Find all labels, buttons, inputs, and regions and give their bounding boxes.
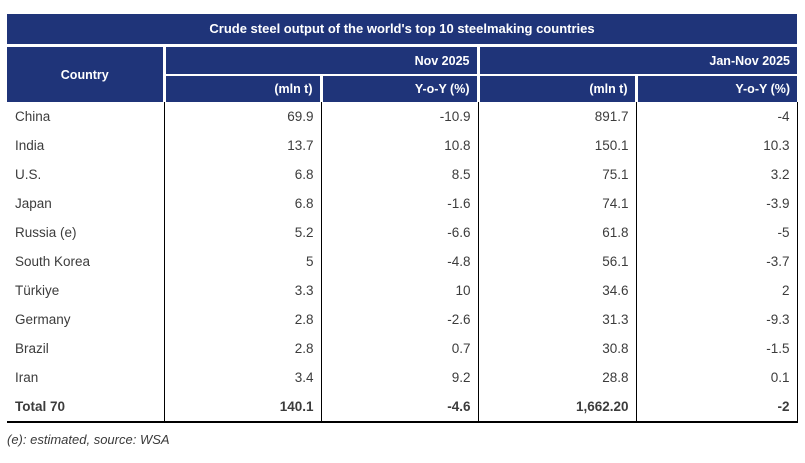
jannov-yoy-cell: -3.7 (636, 247, 798, 276)
table-row: Germany 2.8 -2.6 31.3 -9.3 (7, 305, 798, 334)
jannov-yoy-cell: -5 (636, 218, 798, 247)
table-row: China 69.9 -10.9 891.7 -4 (7, 102, 798, 131)
nov-yoy-cell: 10 (321, 276, 479, 305)
jannov-yoy-cell: -3.9 (636, 189, 798, 218)
jannov-mlnt-cell: 891.7 (478, 102, 637, 131)
country-cell: China (7, 102, 165, 131)
country-cell: Total 70 (7, 392, 165, 423)
jannov-mlnt-cell: 31.3 (478, 305, 637, 334)
footnote: (e): estimated, source: WSA (7, 432, 170, 447)
nov-yoy-cell: -1.6 (321, 189, 479, 218)
country-cell: Germany (7, 305, 165, 334)
nov-mlnt-cell: 3.3 (164, 276, 322, 305)
table-row: Brazil 2.8 0.7 30.8 -1.5 (7, 334, 798, 363)
jannov-yoy-cell: -4 (636, 102, 798, 131)
table-row: Iran 3.4 9.2 28.8 0.1 (7, 363, 798, 392)
nov-yoy-cell: -4.8 (321, 247, 479, 276)
col-header-jan-nov-2025: Jan-Nov 2025 (476, 47, 798, 76)
nov-mlnt-cell: 13.7 (164, 131, 322, 160)
table-row: Total 70 140.1 -4.6 1,662.20 -2 (7, 392, 798, 423)
table-row: U.S. 6.8 8.5 75.1 3.2 (7, 160, 798, 189)
nov-mlnt-cell: 2.8 (164, 305, 322, 334)
table-row: South Korea 5 -4.8 56.1 -3.7 (7, 247, 798, 276)
steel-output-table: Crude steel output of the world's top 10… (7, 14, 798, 447)
nov-yoy-cell: -10.9 (321, 102, 479, 131)
country-cell: South Korea (7, 247, 165, 276)
jannov-yoy-cell: 3.2 (636, 160, 798, 189)
jannov-mlnt-cell: 56.1 (478, 247, 637, 276)
jannov-mlnt-cell: 150.1 (478, 131, 637, 160)
jannov-yoy-cell: 0.1 (636, 363, 798, 392)
col-header-jannov-yoy: Y-o-Y (%) (634, 75, 798, 102)
country-cell: India (7, 131, 165, 160)
col-header-nov-2025: Nov 2025 (162, 47, 478, 76)
col-header-nov-mlnt: (mln t) (162, 75, 321, 102)
jannov-mlnt-cell: 74.1 (478, 189, 637, 218)
nov-mlnt-cell: 6.8 (164, 189, 322, 218)
country-cell: Japan (7, 189, 165, 218)
jannov-yoy-cell: -2 (636, 392, 798, 423)
nov-mlnt-cell: 140.1 (164, 392, 322, 423)
nov-mlnt-cell: 3.4 (164, 363, 322, 392)
jannov-mlnt-cell: 1,662.20 (478, 392, 637, 423)
jannov-yoy-cell: 10.3 (636, 131, 798, 160)
table-header: Country Nov 2025 Jan-Nov 2025 (mln t) Y-… (7, 47, 798, 102)
nov-mlnt-cell: 2.8 (164, 334, 322, 363)
nov-yoy-cell: -2.6 (321, 305, 479, 334)
nov-yoy-cell: 8.5 (321, 160, 479, 189)
jannov-mlnt-cell: 75.1 (478, 160, 637, 189)
table-row: Russia (e) 5.2 -6.6 61.8 -5 (7, 218, 798, 247)
jannov-mlnt-cell: 28.8 (478, 363, 637, 392)
table-title: Crude steel output of the world's top 10… (7, 14, 797, 44)
jannov-mlnt-cell: 30.8 (478, 334, 637, 363)
table-body: China 69.9 -10.9 891.7 -4 India 13.7 10.… (7, 102, 798, 423)
col-header-nov-yoy: Y-o-Y (%) (319, 75, 478, 102)
nov-yoy-cell: 10.8 (321, 131, 479, 160)
country-cell: Russia (e) (7, 218, 165, 247)
data-table: Country Nov 2025 Jan-Nov 2025 (mln t) Y-… (7, 47, 798, 423)
jannov-mlnt-cell: 34.6 (478, 276, 637, 305)
table-row: Japan 6.8 -1.6 74.1 -3.9 (7, 189, 798, 218)
country-cell: Brazil (7, 334, 165, 363)
nov-yoy-cell: 0.7 (321, 334, 479, 363)
country-cell: Iran (7, 363, 165, 392)
nov-yoy-cell: -6.6 (321, 218, 479, 247)
jannov-yoy-cell: -1.5 (636, 334, 798, 363)
nov-mlnt-cell: 5 (164, 247, 322, 276)
jannov-mlnt-cell: 61.8 (478, 218, 637, 247)
jannov-yoy-cell: 2 (636, 276, 798, 305)
nov-mlnt-cell: 6.8 (164, 160, 322, 189)
col-header-jannov-mlnt: (mln t) (476, 75, 636, 102)
country-cell: Türkiye (7, 276, 165, 305)
table-row: Türkiye 3.3 10 34.6 2 (7, 276, 798, 305)
col-header-country: Country (7, 47, 164, 102)
nov-mlnt-cell: 5.2 (164, 218, 322, 247)
nov-yoy-cell: -4.6 (321, 392, 479, 423)
nov-yoy-cell: 9.2 (321, 363, 479, 392)
nov-mlnt-cell: 69.9 (164, 102, 322, 131)
table-row: India 13.7 10.8 150.1 10.3 (7, 131, 798, 160)
jannov-yoy-cell: -9.3 (636, 305, 798, 334)
country-cell: U.S. (7, 160, 165, 189)
